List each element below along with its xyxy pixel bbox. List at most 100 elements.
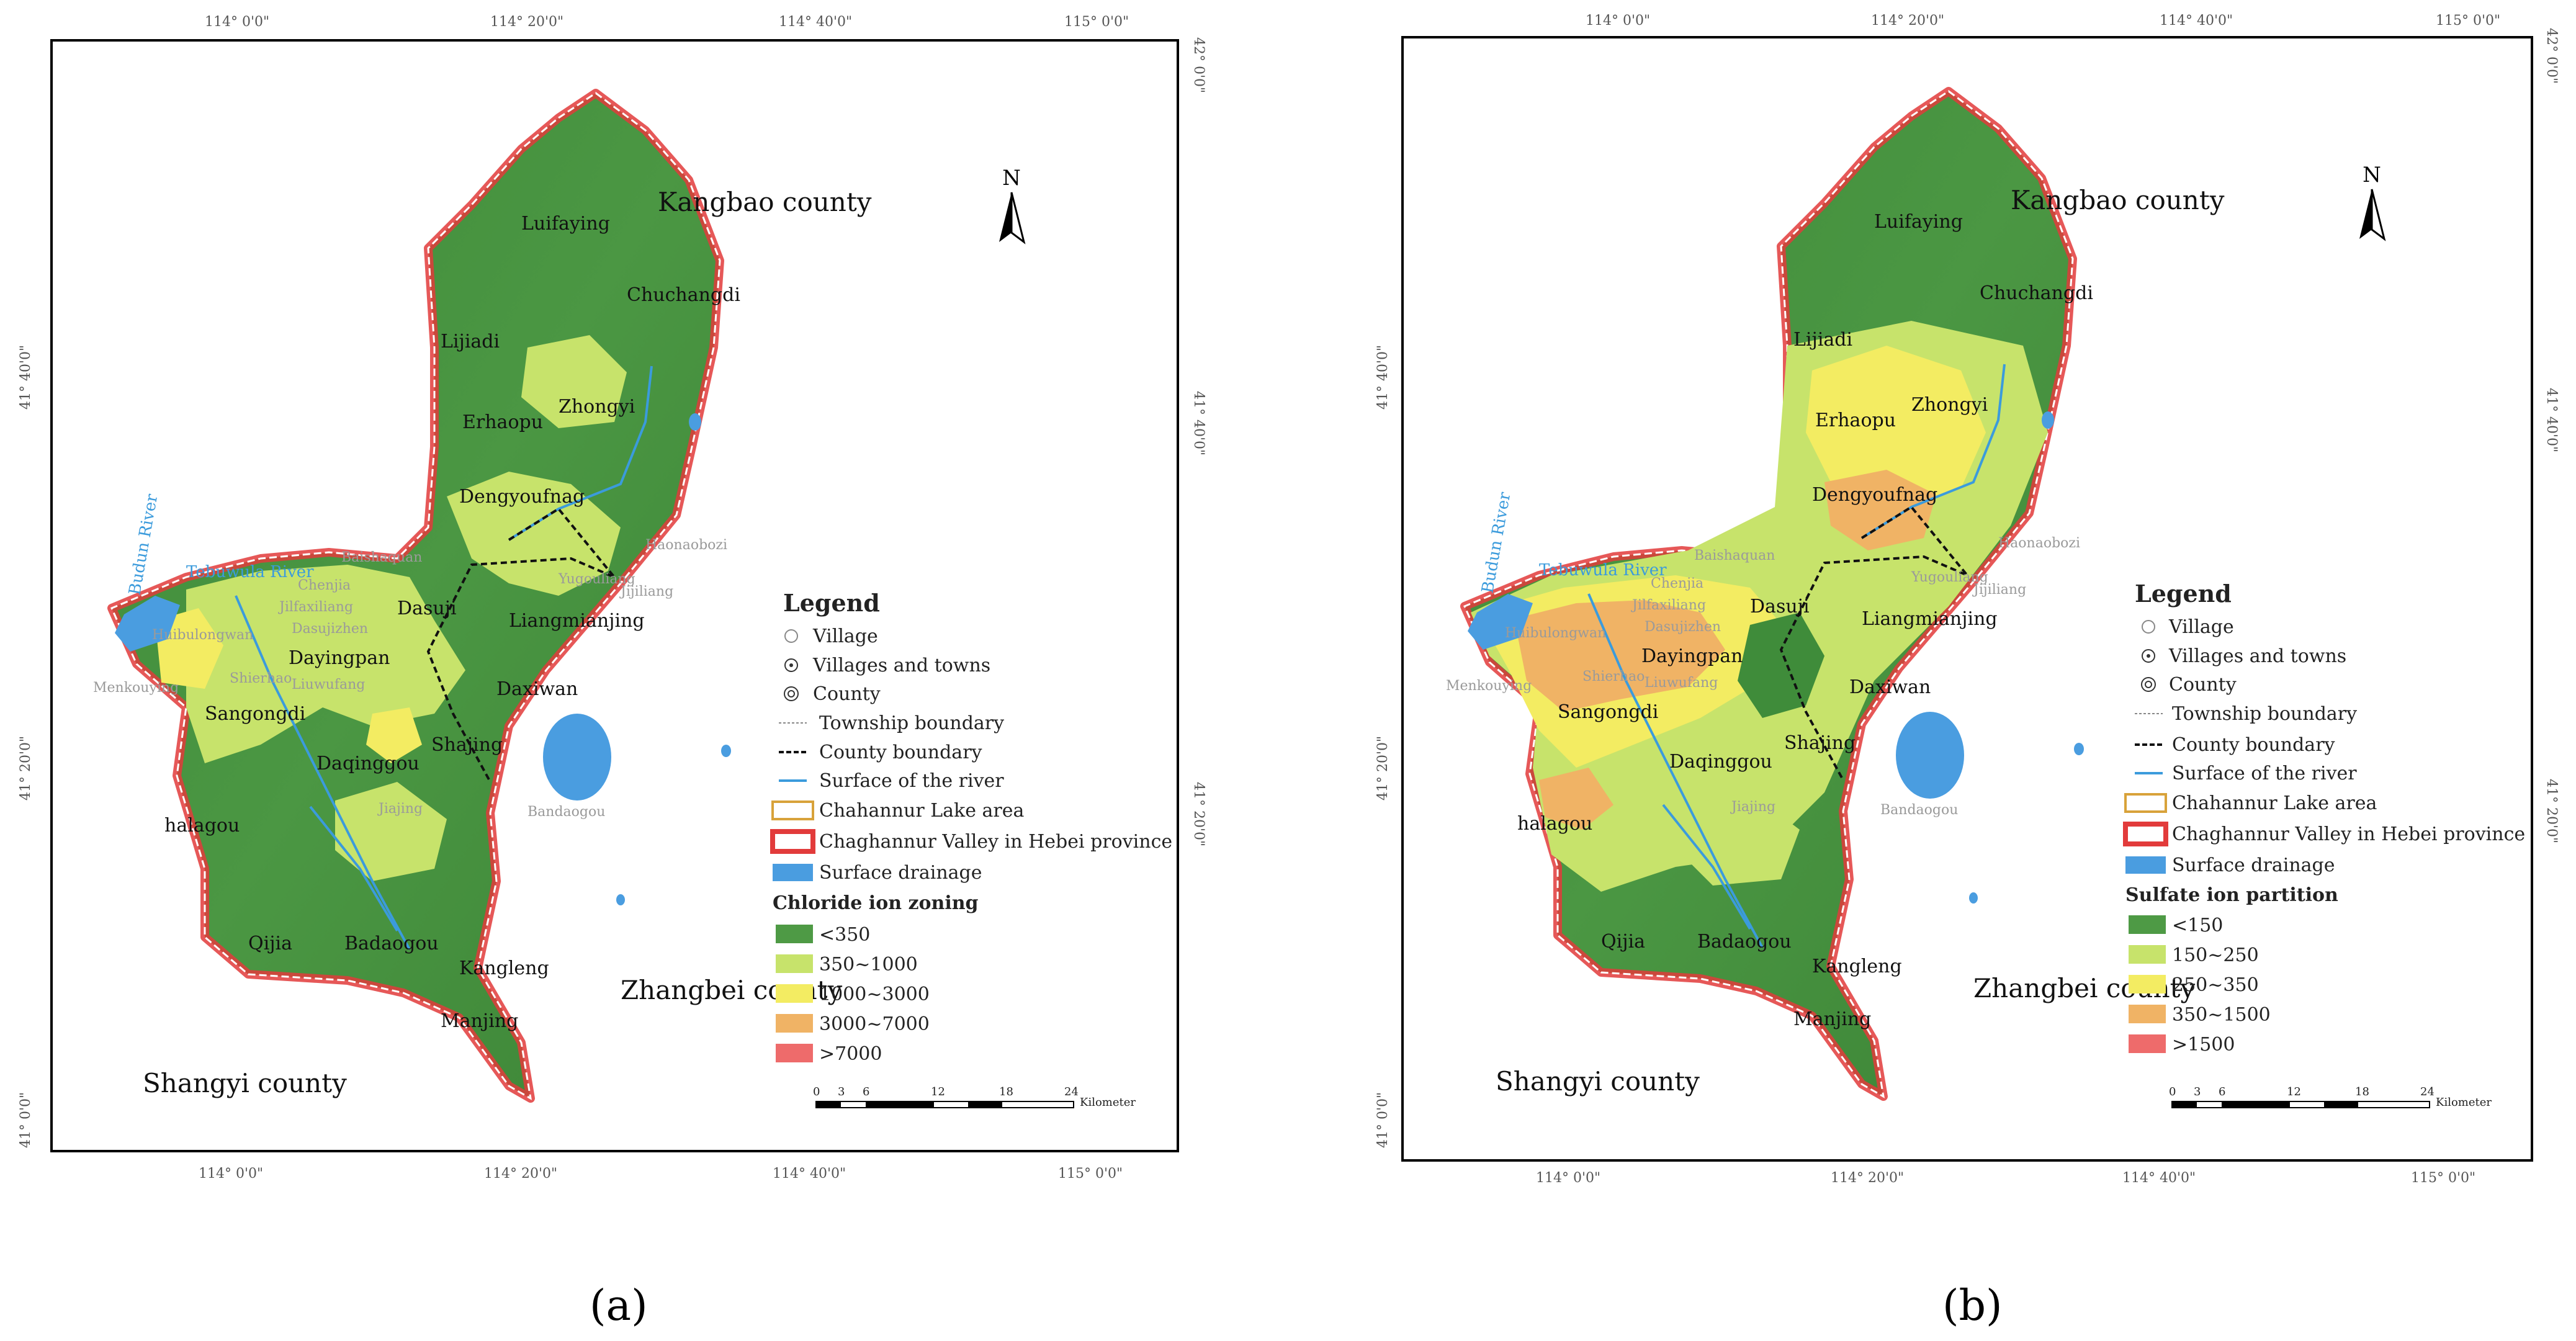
scale-bar: 0 3 6 12 18 24 Kilometer [2169,1085,2492,1109]
panel-label-a: (a) [590,1281,648,1330]
lon-tick-bottom: 114° 40'0" [2122,1170,2196,1186]
legend-zoning-class: 350~1500 [2172,1004,2271,1026]
legend-item: Township boundary [819,712,1004,734]
lon-tick-bottom: 114° 20'0" [1831,1170,1904,1186]
lon-tick-top: 114° 40'0" [779,14,852,30]
town-label: Kangleng [1812,956,1902,977]
study-area [1460,87,2077,1101]
legend-item: Chaghannur Valley in Hebei province [819,831,1172,853]
town-label: Chuchangdi [1980,282,2093,304]
svg-text:24: 24 [1064,1085,1079,1098]
town-label: Luifaying [521,213,610,235]
lon-tick-top: 114° 20'0" [490,14,563,30]
legend-zoning-title: Sulfate ion partition [2125,884,2338,906]
svg-text:3: 3 [838,1085,845,1098]
legend-zoning-class: 150~250 [2172,944,2259,966]
town-label: Badaogou [344,933,439,954]
legend-item: Surface of the river [819,770,1004,792]
town-label: Dengyoufnag [1812,484,1937,506]
zoning-area-high [1806,346,1986,513]
legend-item: County boundary [819,742,982,763]
village-label: Baishaquan [341,550,422,565]
village-label: Menkouying [1446,678,1532,694]
lon-tick-top: 115° 0'0" [1064,14,1129,30]
town-label: Dasuji [1750,596,1810,617]
legend-zoning-class: >7000 [819,1043,882,1065]
legend-zoning-class: 1000~3000 [819,984,930,1005]
lat-tick-right: 42° 0'0" [2544,28,2559,84]
legend-item: Township boundary [2172,703,2357,725]
county-boundary-line [1779,505,1968,781]
town-label: Daqinggou [316,753,420,774]
place-labels: Kangbao county Zhangbei county Shangyi c… [1496,185,2225,1097]
panel-label-b: (b) [1942,1281,2003,1330]
town-label: Liangmianjing [1862,608,1998,630]
village-label: Shierhao [1582,669,1645,684]
town-label: Manjing [441,1010,518,1032]
lon-tick-bottom: 114° 40'0" [773,1166,846,1182]
scale-bar: 0 3 6 12 18 24 Kilometer [813,1085,1136,1109]
town-label: Luifaying [1874,211,1963,233]
town-label: Zhongyi [559,396,635,418]
town-label: Shajing [1784,732,1856,754]
town-label: Lijiadi [1793,329,1852,351]
lat-tick-right: 41° 20'0" [1191,782,1206,846]
county-label: Kangbao county [2011,185,2225,215]
county-label: Shangyi county [143,1068,347,1098]
lon-tick-bottom: 114° 0'0" [199,1166,263,1182]
county-label: Shangyi county [1496,1066,1700,1097]
svg-text:6: 6 [2219,1085,2225,1098]
town-label: Daxiwan [496,678,578,700]
village-label: Jilfaxiliang [278,599,353,615]
lon-tick-bottom: 114° 0'0" [1536,1170,1600,1186]
town-label: Shajing [431,734,503,756]
town-label: Lijiadi [441,331,500,352]
surface-drainage [689,413,701,431]
village-label: Jiajing [377,801,423,817]
town-label: Manjing [1793,1008,1871,1030]
town-label: Erhaopu [462,411,543,433]
village-label: Dasujizhen [292,621,368,637]
village-label: Shierhao [230,671,292,686]
village-label: Liuwufang [1645,675,1718,691]
lat-tick-right: 41° 40'0" [1191,391,1206,455]
zoning-area-medium [1682,792,1800,886]
legend-item: Villages and towns [2168,645,2346,667]
zoning-area-medium [335,782,447,881]
legend-zoning-title: Chloride ion zoning [773,892,979,914]
town-label: Dengyoufnag [459,486,585,508]
svg-text:18: 18 [999,1085,1013,1098]
legend-item: Chaghannur Valley in Hebei province [2172,823,2525,845]
svg-text:0: 0 [813,1085,820,1098]
village-label: Haonaobozi [1998,536,2080,551]
legend: Legend Village Villages and towns County… [770,589,1172,1065]
legend-zoning-class: <150 [2172,915,2223,936]
town-label: Liangmianjing [509,610,645,632]
village-label: Yugouliang [558,572,635,587]
study-area [107,89,724,1103]
town-label: Sangongdi [205,703,305,725]
village-label: Liuwufang [292,677,365,693]
town-label: Daqinggou [1669,751,1772,773]
surface-drainage-lake [543,714,611,801]
town-label: halagou [164,815,240,836]
legend-item: Chahannur Lake area [819,800,1024,822]
lon-tick-bottom: 114° 20'0" [484,1166,557,1182]
svg-text:N: N [1002,166,1021,191]
legend-item: Village [2168,616,2234,638]
town-label: Dayingpan [289,647,390,669]
legend-item: County [813,683,881,705]
zoning-area-medium [521,335,627,428]
village-label: Baishaquan [1694,548,1775,563]
north-arrow: N [2359,163,2386,241]
village-label: Menkouying [93,680,179,696]
village-label: Chenjia [298,578,351,593]
lon-tick-top: 115° 0'0" [2436,13,2500,29]
river-label: Tebuwula River [1539,561,1667,580]
place-labels: Kangbao county Zhangbei county Shangyi c… [143,187,872,1098]
zoning-area-high [155,608,223,689]
lat-tick-left: 41° 20'0" [18,736,34,801]
legend-title: Legend [783,589,880,617]
legend-item: County boundary [2172,734,2335,756]
town-label: Dayingpan [1641,645,1743,667]
